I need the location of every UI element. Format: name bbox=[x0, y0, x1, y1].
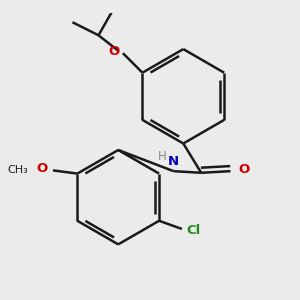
Text: H: H bbox=[158, 150, 167, 163]
Text: O: O bbox=[108, 45, 120, 58]
Text: CH₃: CH₃ bbox=[8, 165, 29, 175]
Text: O: O bbox=[37, 162, 48, 175]
Text: N: N bbox=[168, 155, 179, 168]
Text: Cl: Cl bbox=[187, 224, 201, 237]
Text: O: O bbox=[238, 163, 250, 176]
